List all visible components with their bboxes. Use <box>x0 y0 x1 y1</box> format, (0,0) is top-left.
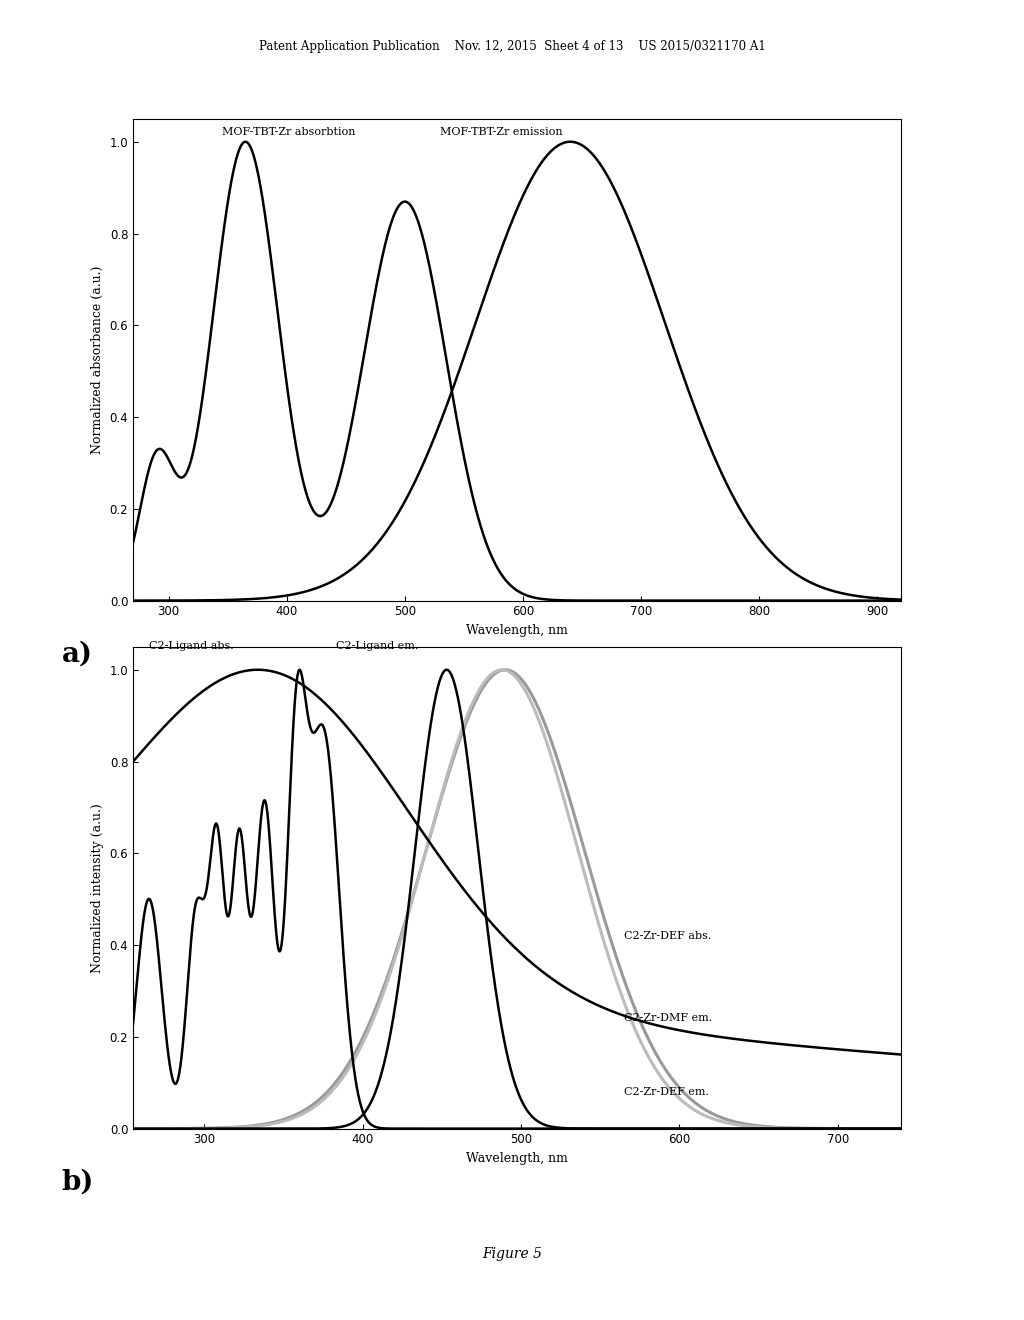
Text: C2-Zr-DEF em.: C2-Zr-DEF em. <box>624 1086 709 1097</box>
X-axis label: Wavelength, nm: Wavelength, nm <box>466 1152 568 1166</box>
Text: MOF-TBT-Zr emission: MOF-TBT-Zr emission <box>440 127 563 137</box>
Y-axis label: Normalized absorbance (a.u.): Normalized absorbance (a.u.) <box>91 265 104 454</box>
Text: Figure 5: Figure 5 <box>482 1247 542 1261</box>
Text: C2-Ligand abs.: C2-Ligand abs. <box>148 642 233 651</box>
Text: b): b) <box>61 1168 94 1195</box>
Text: a): a) <box>61 640 92 667</box>
X-axis label: Wavelength, nm: Wavelength, nm <box>466 624 568 638</box>
Text: C2-Zr-DEF abs.: C2-Zr-DEF abs. <box>624 931 712 941</box>
Text: MOF-TBT-Zr absorbtion: MOF-TBT-Zr absorbtion <box>222 127 355 137</box>
Text: C2-Zr-DMF em.: C2-Zr-DMF em. <box>624 1014 713 1023</box>
Text: Patent Application Publication    Nov. 12, 2015  Sheet 4 of 13    US 2015/032117: Patent Application Publication Nov. 12, … <box>259 40 765 53</box>
Y-axis label: Normalized intensity (a.u.): Normalized intensity (a.u.) <box>91 803 104 973</box>
Text: C2-Ligand em.: C2-Ligand em. <box>336 642 418 651</box>
